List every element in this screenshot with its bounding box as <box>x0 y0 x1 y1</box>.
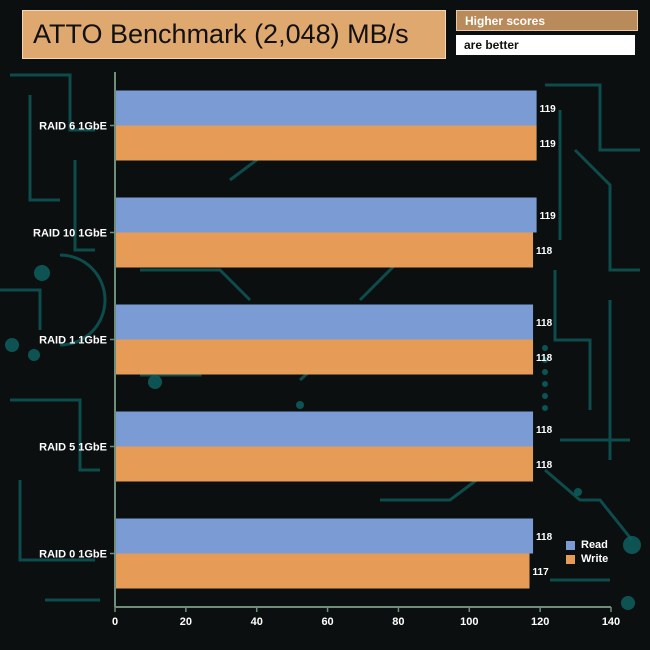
bar-read <box>116 518 534 554</box>
data-label-read: 118 <box>536 425 553 436</box>
note-are-better: are better <box>456 35 635 55</box>
data-label-read: 119 <box>540 104 557 115</box>
chart-title: ATTO Benchmark (2,048) MB/s <box>33 19 409 49</box>
x-tick-label: 40 <box>251 616 263 628</box>
x-tick-label: 20 <box>180 616 192 628</box>
legend-swatch-read <box>566 540 575 550</box>
x-tick-label: 0 <box>112 616 118 628</box>
category-label: RAID 0 1GbE <box>39 549 107 561</box>
bar-read <box>116 197 537 233</box>
x-tick-label: 80 <box>392 616 404 628</box>
legend-label-write: Write <box>581 553 609 565</box>
category-label: RAID 1 1GbE <box>39 335 107 347</box>
data-label-write: 119 <box>540 139 557 150</box>
x-tick-label: 60 <box>321 616 333 628</box>
data-label-write: 118 <box>536 460 553 471</box>
bar-write <box>116 232 534 268</box>
category-label: RAID 10 1GbE <box>33 228 107 240</box>
bar-write <box>116 339 534 375</box>
x-tick-label: 120 <box>531 616 549 628</box>
legend-label-read: Read <box>581 539 608 551</box>
data-label-write: 118 <box>536 353 553 364</box>
category-label: RAID 6 1GbE <box>39 121 107 133</box>
bar-read <box>116 304 534 340</box>
category-label: RAID 5 1GbE <box>39 442 107 454</box>
data-label-read: 119 <box>540 211 557 222</box>
chart-title-box: ATTO Benchmark (2,048) MB/s <box>22 10 446 59</box>
legend-swatch-write <box>566 554 575 564</box>
x-tick-label: 140 <box>602 616 620 628</box>
data-label-read: 118 <box>536 532 553 543</box>
x-tick-label: 100 <box>460 616 478 628</box>
bar-read <box>116 411 534 447</box>
data-label-write: 117 <box>533 567 550 578</box>
legend-item-write: Write <box>566 552 608 566</box>
bar-read <box>116 90 537 126</box>
bar-write <box>116 446 534 482</box>
data-label-read: 118 <box>536 318 553 329</box>
bar-write <box>116 553 530 589</box>
legend-item-read: Read <box>566 538 608 552</box>
note-higher-scores: Higher scores <box>456 10 638 31</box>
bar-write <box>116 125 537 161</box>
legend: Read Write <box>566 538 608 566</box>
data-label-write: 118 <box>536 246 553 257</box>
